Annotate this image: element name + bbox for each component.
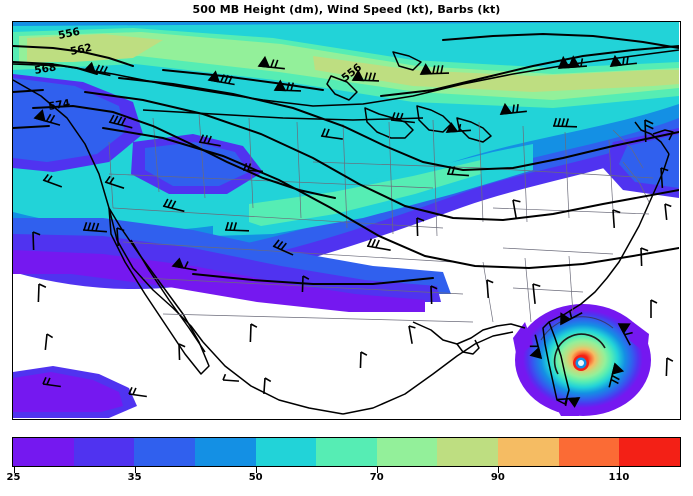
colorbar-label-70: 70 — [369, 472, 384, 483]
wind-barb — [222, 373, 240, 382]
colorbar-swatch-royal-blue — [134, 438, 195, 466]
wind-barb — [446, 165, 470, 177]
colorbar-label-50: 50 — [248, 472, 263, 483]
wind-barb — [301, 275, 310, 293]
wind-barb — [660, 167, 669, 189]
wind-barb — [612, 209, 621, 229]
colorbar-swatch-cyan — [255, 438, 317, 466]
contour-label-layer: 556 562 568 574 556 — [33, 26, 364, 113]
wind-barb — [552, 117, 578, 128]
wind-barb — [128, 387, 147, 398]
colorbar-tick-90 — [497, 467, 499, 473]
colorbar-tick-50 — [255, 467, 257, 473]
colorbar-swatch-tan-orange — [498, 438, 559, 466]
wind-barb — [608, 362, 625, 388]
colorbar-tick-25 — [13, 467, 15, 473]
wind-barb — [664, 203, 672, 220]
contour-label-556-west: 556 — [57, 26, 81, 42]
colorbar-tick-marks — [12, 467, 681, 475]
wind-barb — [529, 334, 543, 360]
wind-barb — [171, 257, 197, 271]
wind-barb — [33, 109, 61, 126]
wind-barb — [272, 239, 294, 256]
colorbar-label-35: 35 — [127, 472, 142, 483]
colorbar-swatch-yellow-green — [437, 438, 499, 466]
wind-barb — [207, 70, 235, 86]
wind-barb — [644, 119, 654, 143]
colorbar-label-90: 90 — [490, 472, 505, 483]
contour-label-574: 574 — [47, 97, 71, 113]
wind-barb — [366, 238, 391, 251]
wind-barb — [198, 134, 221, 147]
colorbar-tick-110 — [618, 467, 620, 473]
wind-barb-layer — [32, 54, 674, 408]
wind-barb — [430, 285, 438, 305]
chart-title: 500 MB Height (dm), Wind Speed (kt), Bar… — [192, 3, 501, 16]
colorbar-tick-70 — [376, 467, 378, 473]
wind-barb — [351, 69, 380, 82]
wind-barb — [390, 112, 415, 124]
wind-barb — [116, 227, 125, 247]
wind-barb — [242, 162, 264, 173]
colorbar-tick-35 — [134, 467, 136, 473]
contour-label-568: 568 — [33, 61, 57, 77]
wind-barb — [224, 221, 250, 232]
wind-barb — [665, 357, 674, 377]
wind-barb — [178, 343, 186, 361]
wind-barb — [263, 377, 272, 395]
height-contour-layer — [13, 32, 679, 285]
wind-barb — [104, 175, 125, 189]
colorbar-swatch-red — [619, 438, 681, 466]
colorbar-label-110: 110 — [608, 472, 630, 483]
wind-barb — [640, 247, 649, 267]
wind-barb — [320, 128, 343, 140]
colorbar-swatch-blue-violet — [73, 438, 135, 466]
wind-barb — [44, 333, 54, 350]
colorbar-swatch-dodger-blue — [194, 438, 256, 466]
colorbar-swatch-spring-green — [316, 438, 377, 466]
wind-barb — [556, 397, 581, 408]
wind-speed-colorbar — [12, 437, 681, 467]
colorbar-tick-labels: 25 35 50 70 90 110 — [0, 472, 693, 488]
colorbar-swatch-light-green — [376, 438, 438, 466]
map-canvas: 556 562 568 574 556 — [13, 22, 679, 418]
wind-barb — [249, 323, 258, 343]
wind-barb — [499, 102, 527, 115]
wind-barb — [162, 198, 185, 213]
wind-barb — [108, 114, 133, 129]
wind-barb — [257, 55, 285, 70]
wind-barb — [532, 283, 541, 304]
wind-barb — [83, 61, 111, 77]
wind-barb — [37, 283, 47, 303]
wind-barb — [617, 323, 633, 346]
wind-barb — [42, 173, 63, 188]
wind-barb — [408, 325, 416, 344]
colorbar-label-25: 25 — [6, 472, 21, 483]
wind-barb — [445, 122, 471, 133]
wind-barb — [557, 55, 587, 69]
wind-barb — [419, 63, 450, 75]
wind-barb — [650, 299, 658, 318]
wind-barb — [82, 221, 107, 233]
wind-barb — [42, 377, 61, 388]
colorbar-swatch-violet — [13, 438, 74, 466]
colorbar-swatch-orange-red — [558, 438, 620, 466]
wind-barb — [486, 279, 494, 299]
wind-barb — [32, 231, 41, 251]
contour-label-562: 562 — [69, 42, 93, 58]
wind-barb — [560, 310, 583, 326]
wind-barb — [273, 79, 302, 92]
wind-barb — [359, 351, 368, 369]
wind-barb — [416, 217, 425, 237]
wind-barb — [609, 54, 637, 67]
map-plot-area: 556 562 568 574 556 — [12, 21, 681, 420]
wind-barb — [512, 199, 521, 218]
